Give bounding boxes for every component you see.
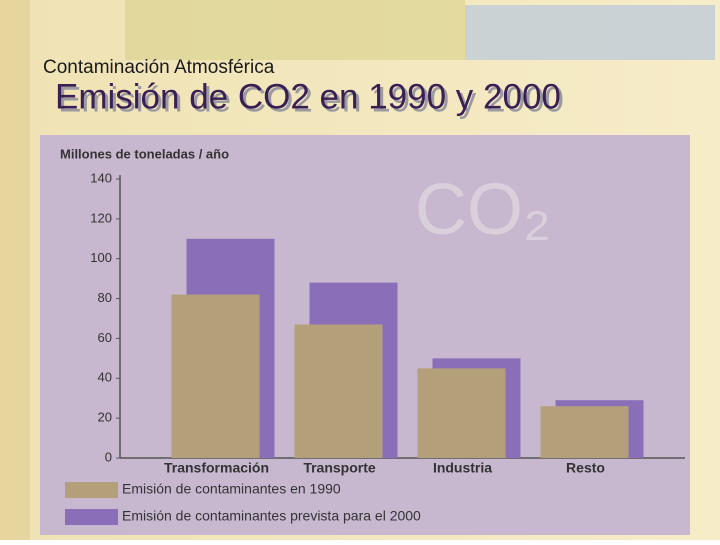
x-tick-label: Resto — [566, 460, 605, 476]
title-shadow: Emisión de CO2 en 1990 y 2000 — [58, 80, 564, 119]
legend-label: Emisión de contaminantes prevista para e… — [122, 508, 421, 524]
left-strip — [0, 0, 30, 540]
header-decoration — [465, 5, 715, 60]
y-tick-label: 100 — [90, 250, 112, 265]
bar — [417, 368, 506, 458]
y-tick-label: 20 — [98, 410, 112, 425]
bar — [171, 294, 260, 458]
y-tick-label: 40 — [98, 370, 112, 385]
y-tick-label: 60 — [98, 330, 112, 345]
legend-swatch — [65, 509, 118, 525]
y-axis-label: Millones de toneladas / año — [60, 146, 229, 161]
x-tick-label: Transformación — [164, 460, 269, 476]
y-tick-label: 140 — [90, 170, 112, 185]
chart-title: Emisión de CO2 en 1990 y 2000 — [55, 77, 561, 116]
bar — [540, 406, 629, 458]
y-tick-label: 120 — [90, 210, 112, 225]
watermark: CO₂ — [415, 170, 551, 250]
section-title: Contaminación Atmosférica — [43, 57, 275, 78]
legend-label: Emisión de contaminantes en 1990 — [122, 481, 341, 497]
y-tick-label: 80 — [98, 290, 112, 305]
plot: 0 20 40 60 80 100 120 140 Transformación Transpor… — [65, 170, 644, 525]
x-tick-label: Industria — [433, 460, 492, 476]
x-tick-label: Transporte — [303, 460, 376, 476]
bar — [294, 324, 383, 458]
legend-swatch — [65, 482, 118, 498]
y-tick-label: 0 — [105, 449, 112, 464]
header-decoration — [125, 0, 465, 60]
